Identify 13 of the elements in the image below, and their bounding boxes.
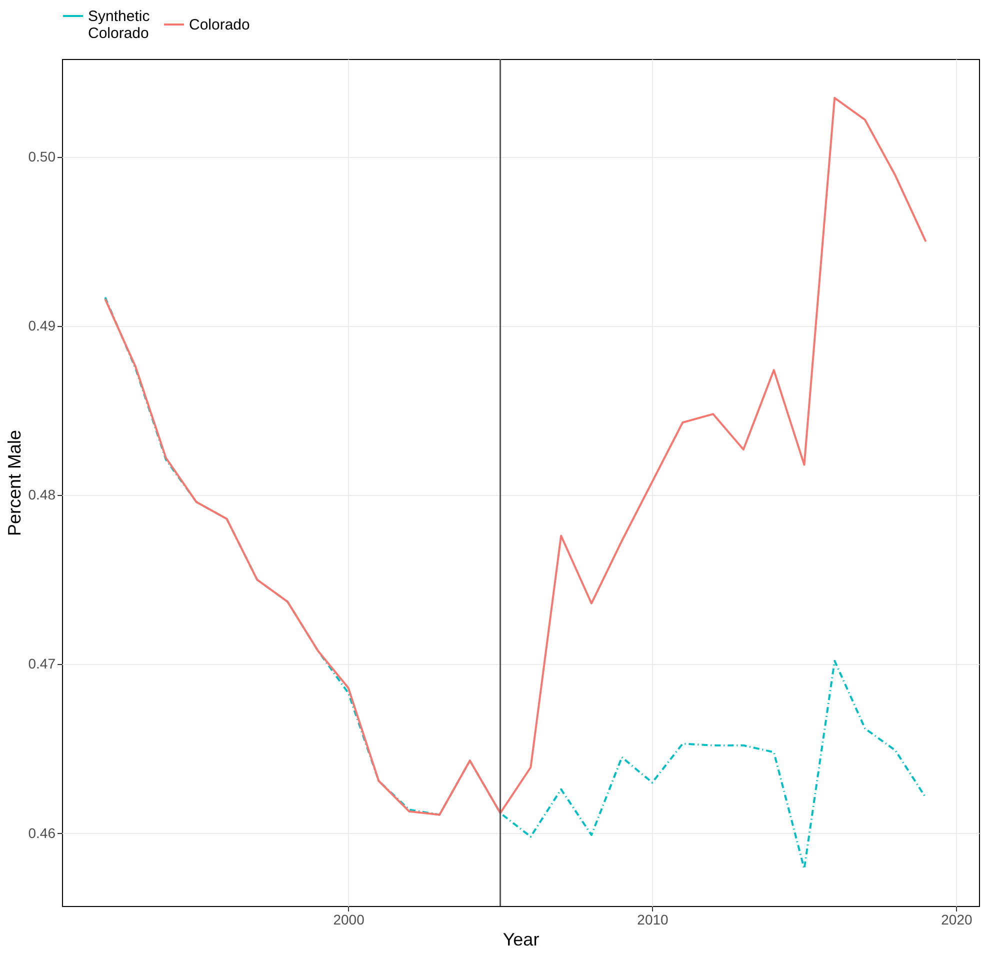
y-axis-title: Percent Male (4, 430, 24, 536)
x-axis-title: Year (502, 930, 540, 950)
legend-label: Colorado (189, 16, 250, 34)
y-tick-label: 0.47 (28, 656, 56, 672)
x-tick-label: 2010 (637, 912, 669, 928)
y-tick-label: 0.48 (28, 486, 56, 503)
legend-label: Synthetic Colorado (88, 8, 150, 42)
line-series (104, 96, 927, 816)
x-tick-label: 2020 (941, 912, 972, 928)
y-tick-label: 0.49 (28, 318, 56, 334)
y-tick-label: 0.50 (28, 148, 56, 165)
y-tick-label: 0.46 (28, 824, 56, 841)
x-tick-label: 2000 (333, 912, 365, 928)
